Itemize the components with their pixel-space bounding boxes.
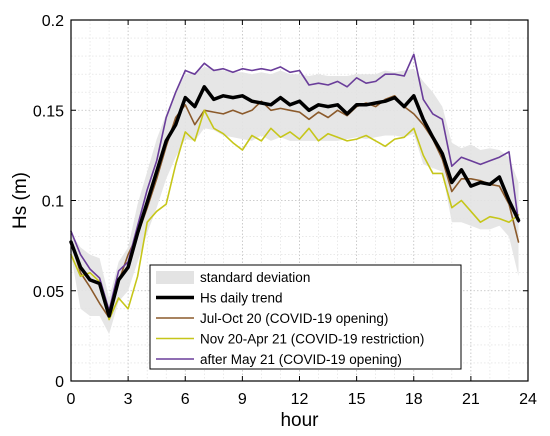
x-axis-title: hour: [280, 410, 319, 431]
axis-ticks: 0 3 6 9 12 15 18 21 24 0 0.05 0.1 0.15 0.2: [33, 13, 537, 408]
x-tick-label: 3: [124, 391, 133, 408]
legend-label-standard-deviation: standard deviation: [200, 270, 310, 285]
x-tick-label: 21: [462, 391, 480, 408]
x-tick-label: 18: [405, 391, 423, 408]
y-tick-label: 0.05: [33, 284, 64, 301]
y-tick-label: 0.1: [42, 194, 64, 211]
x-tick-label: 12: [291, 391, 309, 408]
series-line-hs-daily-trend: [69, 85, 521, 318]
legend-label-hs-daily-trend: Hs daily trend: [200, 291, 283, 306]
y-axis-title: Hs (m): [10, 172, 31, 229]
legend: standard deviation Hs daily trend Jul-Oct …: [149, 264, 462, 370]
series-line-after-may-21-covid-19-opening: [70, 53, 520, 312]
legend-box: [149, 264, 462, 370]
y-tick-label: 0.2: [42, 13, 64, 30]
std-deviation-band: [71, 66, 519, 335]
legend-label-nov-20-apr-21-covid-19-restriction: Nov 20-Apr 21 (COVID-19 restriction): [200, 332, 424, 347]
y-tick-label: 0.15: [33, 103, 64, 120]
x-tick-label: 24: [519, 391, 537, 408]
legend-label-after-may-21-covid-19-opening: after May 21 (COVID-19 opening): [200, 352, 402, 367]
x-tick-label: 15: [348, 391, 366, 408]
std-band-layer: [71, 66, 519, 335]
series-line-nov-20-apr-21-covid-19-restriction: [70, 109, 520, 321]
legend-label-jul-oct-20-covid-19-opening: Jul-Oct 20 (COVID-19 opening): [200, 311, 388, 326]
series-layer: [69, 53, 521, 321]
legend-swatch-standard-deviation: [156, 271, 194, 284]
x-tick-label: 6: [181, 391, 190, 408]
x-tick-label: 9: [238, 391, 247, 408]
y-tick-label: 0: [55, 374, 64, 391]
x-tick-label: 0: [67, 391, 76, 408]
